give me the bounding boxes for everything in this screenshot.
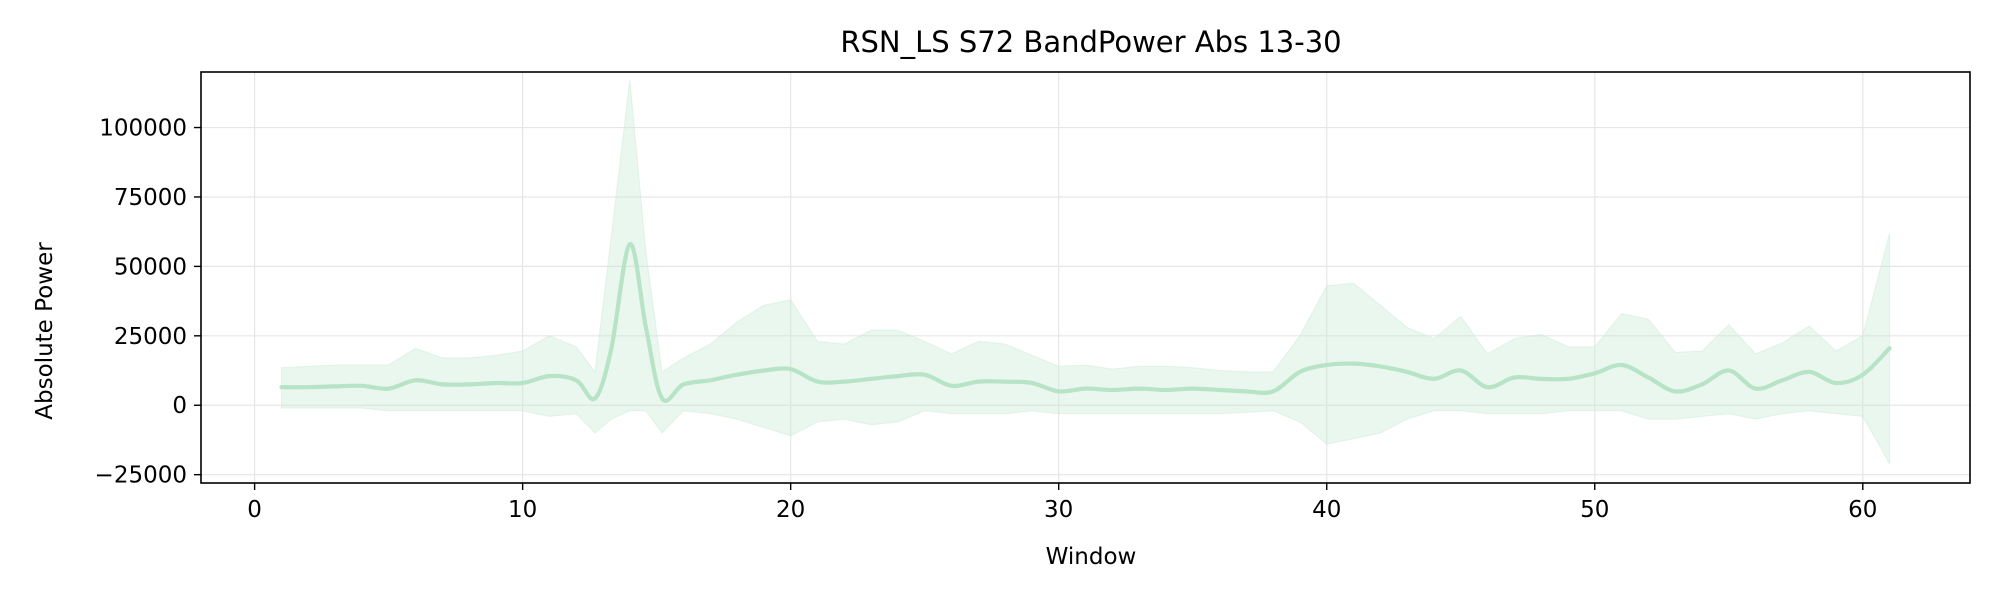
y-axis-title: Absolute Power — [32, 242, 58, 420]
y-tick-label: 25000 — [114, 324, 187, 350]
x-tick-label: 60 — [1848, 497, 1877, 523]
y-tick-label: −25000 — [95, 463, 187, 489]
y-axis: −25000 0 25000 50000 75000 100000 — [95, 116, 201, 489]
y-tick-label: 100000 — [99, 116, 187, 142]
grid — [201, 72, 1970, 483]
confidence-band-group — [280, 80, 1891, 466]
chart-title: RSN_LS S72 BandPower Abs 13-30 — [840, 25, 1341, 59]
x-axis-title: Window — [1046, 544, 1137, 570]
y-tick-label: 50000 — [114, 254, 187, 280]
mean-line-group — [279, 242, 1892, 403]
y-tick-label: 0 — [172, 393, 187, 419]
y-tick-label: 75000 — [114, 185, 187, 211]
x-tick-label: 30 — [1044, 497, 1073, 523]
confidence-band — [280, 80, 1891, 466]
plot-frame — [200, 71, 1971, 484]
x-axis: 0 10 20 30 40 50 60 — [247, 483, 1877, 523]
x-tick-label: 20 — [776, 497, 805, 523]
x-tick-label: 10 — [508, 497, 537, 523]
x-tick-label: 50 — [1580, 497, 1609, 523]
x-tick-label: 40 — [1312, 497, 1341, 523]
mean-line — [279, 242, 1892, 403]
x-tick-label: 0 — [247, 497, 262, 523]
